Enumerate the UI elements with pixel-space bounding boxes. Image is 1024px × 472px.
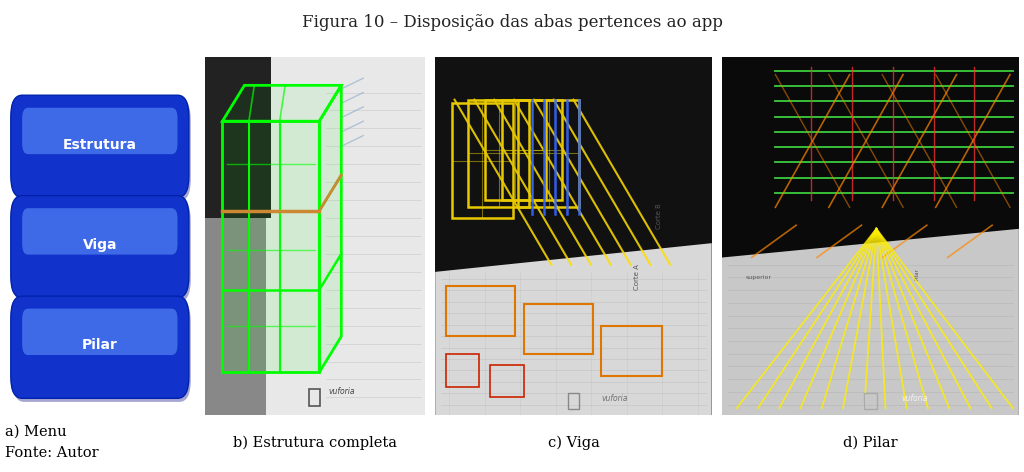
Bar bbox=[601, 326, 662, 376]
Text: a) Menu: a) Menu bbox=[5, 425, 67, 439]
Text: Pilar: Pilar bbox=[82, 338, 118, 353]
Bar bbox=[485, 100, 546, 200]
Bar bbox=[468, 100, 529, 207]
Bar bbox=[452, 103, 513, 218]
Text: Corte B: Corte B bbox=[656, 203, 663, 229]
Text: vuforia: vuforia bbox=[902, 394, 928, 403]
Bar bbox=[502, 100, 562, 200]
FancyBboxPatch shape bbox=[11, 296, 188, 398]
Bar bbox=[490, 365, 523, 397]
Polygon shape bbox=[319, 85, 341, 372]
Bar bbox=[446, 354, 479, 387]
Text: c) Viga: c) Viga bbox=[548, 435, 599, 449]
FancyBboxPatch shape bbox=[11, 195, 188, 298]
Bar bbox=[523, 304, 593, 354]
Polygon shape bbox=[222, 121, 319, 372]
FancyBboxPatch shape bbox=[11, 95, 188, 197]
Text: Figura 10 – Disposição das abas pertences ao app: Figura 10 – Disposição das abas pertence… bbox=[301, 14, 723, 31]
FancyBboxPatch shape bbox=[23, 309, 177, 355]
Polygon shape bbox=[205, 57, 270, 218]
Text: vuforia: vuforia bbox=[328, 387, 354, 396]
FancyBboxPatch shape bbox=[12, 99, 190, 201]
FancyBboxPatch shape bbox=[12, 199, 190, 302]
FancyBboxPatch shape bbox=[23, 208, 177, 254]
Text: b) Estrutura completa: b) Estrutura completa bbox=[232, 435, 397, 449]
Text: Estrutura: Estrutura bbox=[62, 137, 137, 152]
Polygon shape bbox=[260, 57, 425, 415]
Text: Corte A: Corte A bbox=[634, 264, 640, 290]
Text: Viga: Viga bbox=[83, 238, 117, 252]
Polygon shape bbox=[222, 85, 341, 121]
FancyBboxPatch shape bbox=[23, 108, 177, 154]
Polygon shape bbox=[435, 243, 712, 415]
Bar bbox=[446, 286, 515, 337]
Text: Fonte: Autor: Fonte: Autor bbox=[5, 446, 98, 460]
Polygon shape bbox=[722, 229, 1019, 415]
Text: vuforia: vuforia bbox=[602, 394, 628, 403]
Polygon shape bbox=[205, 218, 266, 415]
Text: Pilar: Pilar bbox=[915, 268, 920, 280]
Text: superior: superior bbox=[745, 275, 772, 280]
FancyBboxPatch shape bbox=[12, 300, 190, 402]
Text: d) Pilar: d) Pilar bbox=[843, 435, 898, 449]
Bar bbox=[518, 100, 579, 207]
